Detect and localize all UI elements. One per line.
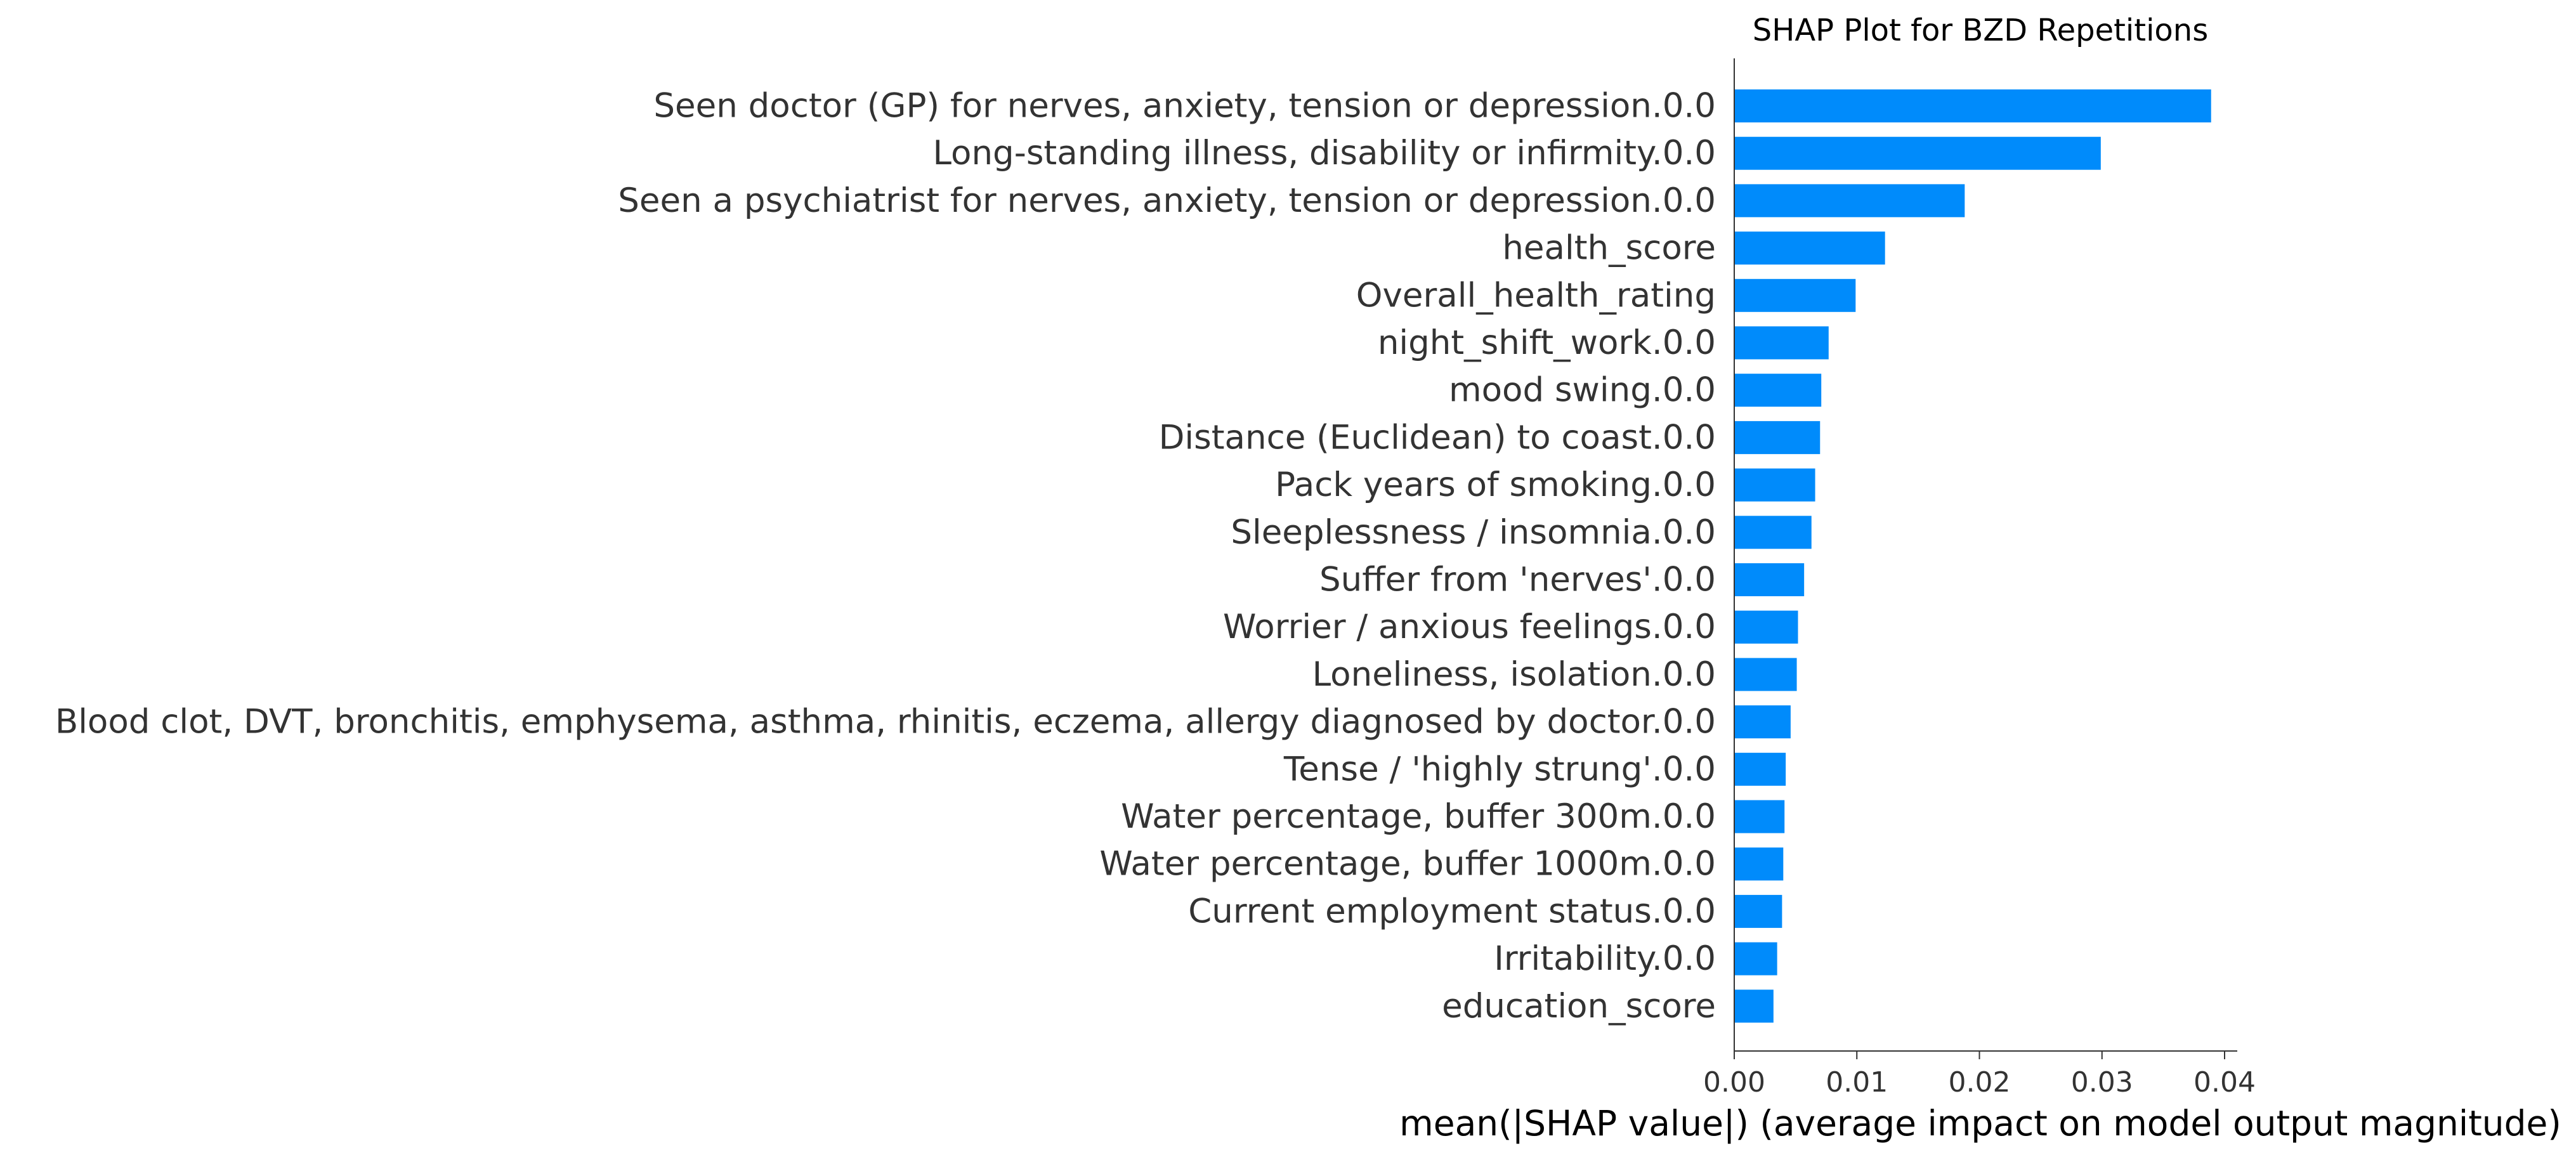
bar — [1735, 800, 1785, 833]
category-label: Pack years of smoking.0.0 — [1275, 466, 1716, 504]
bar — [1735, 136, 2101, 170]
category-label: Loneliness, isolation.0.0 — [1312, 655, 1716, 694]
category-label: Irritability.0.0 — [1494, 939, 1716, 978]
x-axis-label: mean(|SHAP value|) (average impact on mo… — [1399, 1103, 2561, 1144]
bar — [1735, 326, 1829, 360]
category-label: Water percentage, buffer 1000m.0.0 — [1099, 845, 1716, 884]
category-label: Worrier / anxious feelings.0.0 — [1223, 608, 1716, 646]
x-tick-label: 0.02 — [1949, 1066, 2011, 1099]
bar — [1735, 232, 1885, 265]
x-ticks: 0.00 0.01 0.02 0.03 0.04 — [1703, 1051, 2256, 1099]
chart-title: SHAP Plot for BZD Repetitions — [1753, 13, 2208, 48]
bars-group — [1735, 89, 2211, 1023]
bar — [1735, 184, 1965, 218]
bar — [1735, 278, 1856, 312]
category-label: Overall_health_rating — [1356, 276, 1716, 315]
category-label: night_shift_work.0.0 — [1378, 323, 1716, 362]
x-tick-label: 0.04 — [2194, 1066, 2256, 1099]
category-label: Distance (Euclidean) to coast.0.0 — [1159, 418, 1716, 457]
bar — [1735, 563, 1805, 596]
bar — [1735, 658, 1797, 691]
bar — [1735, 516, 1812, 549]
bar — [1735, 989, 1774, 1023]
category-label: Water percentage, buffer 300m.0.0 — [1121, 797, 1716, 836]
bar — [1735, 847, 1784, 881]
category-labels: Seen doctor (GP) for nerves, anxiety, te… — [55, 87, 1716, 1026]
bar — [1735, 610, 1798, 644]
bar — [1735, 421, 1821, 454]
bar — [1735, 705, 1791, 739]
category-label: Seen a psychiatrist for nerves, anxiety,… — [618, 181, 1716, 220]
bar — [1735, 89, 2211, 122]
bar — [1735, 468, 1815, 502]
category-label: Suffer from 'nerves'.0.0 — [1319, 561, 1716, 599]
category-label: Tense / 'highly strung'.0.0 — [1283, 750, 1716, 788]
bar — [1735, 374, 1822, 407]
bar — [1735, 752, 1786, 786]
category-label: Sleeplessness / insomnia.0.0 — [1231, 513, 1716, 552]
category-label: health_score — [1502, 229, 1716, 268]
x-tick-label: 0.00 — [1703, 1066, 1765, 1099]
bar — [1735, 942, 1777, 976]
category-label: education_score — [1442, 987, 1716, 1026]
category-label: mood swing.0.0 — [1449, 371, 1716, 410]
x-tick-label: 0.03 — [2071, 1066, 2133, 1099]
x-tick-label: 0.01 — [1826, 1066, 1888, 1099]
category-label: Long-standing illness, disability or inf… — [932, 134, 1716, 173]
category-label: Current employment status.0.0 — [1188, 892, 1716, 930]
category-label: Seen doctor (GP) for nerves, anxiety, te… — [653, 87, 1716, 126]
category-label: Blood clot, DVT, bronchitis, emphysema, … — [55, 703, 1716, 741]
bar — [1735, 894, 1782, 928]
